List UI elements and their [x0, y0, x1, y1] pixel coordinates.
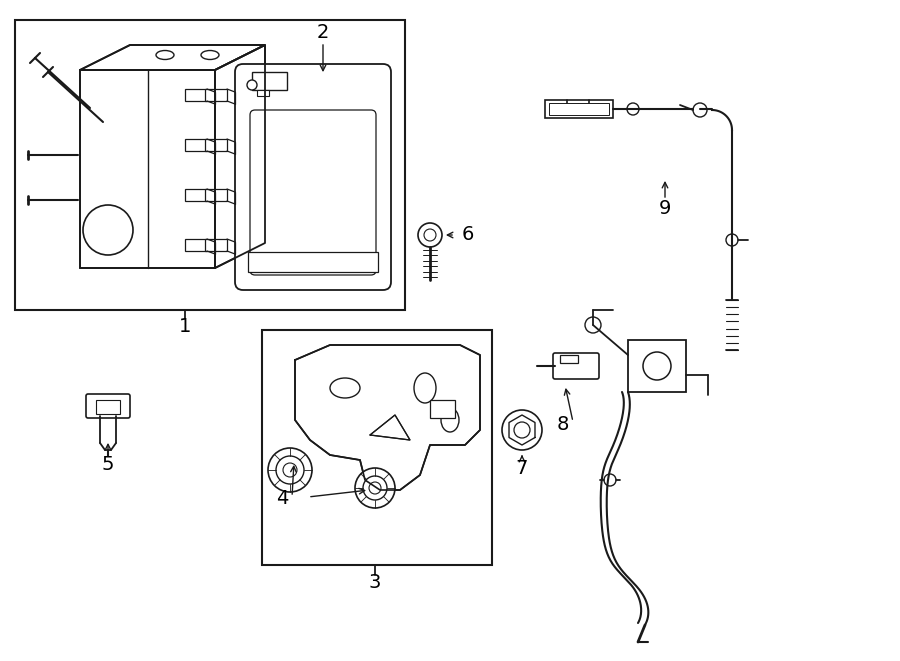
Bar	[185, 189, 207, 201]
Polygon shape	[215, 45, 265, 268]
Ellipse shape	[441, 408, 459, 432]
Text: 6: 6	[462, 225, 474, 245]
Bar	[560, 355, 578, 363]
Text: 1: 1	[179, 317, 191, 336]
Bar	[185, 239, 207, 251]
FancyBboxPatch shape	[86, 394, 130, 418]
FancyBboxPatch shape	[553, 353, 599, 379]
Circle shape	[355, 468, 395, 508]
Polygon shape	[295, 345, 480, 490]
Polygon shape	[370, 415, 410, 440]
FancyBboxPatch shape	[545, 100, 613, 118]
Ellipse shape	[330, 378, 360, 398]
FancyBboxPatch shape	[250, 110, 376, 275]
Circle shape	[693, 103, 707, 117]
Text: 8: 8	[557, 416, 569, 434]
Circle shape	[726, 234, 738, 246]
Bar	[257, 90, 269, 96]
Ellipse shape	[414, 373, 436, 403]
Bar	[15, 20, 405, 310]
Circle shape	[604, 474, 616, 486]
Circle shape	[418, 223, 442, 247]
Bar	[430, 400, 455, 418]
Circle shape	[283, 463, 297, 477]
Bar	[549, 103, 609, 115]
Polygon shape	[80, 45, 265, 70]
Circle shape	[643, 352, 671, 380]
Bar	[205, 139, 227, 151]
Ellipse shape	[201, 50, 219, 59]
Text: 7: 7	[516, 459, 528, 477]
Text: 4: 4	[275, 488, 288, 508]
Polygon shape	[80, 70, 215, 268]
Circle shape	[247, 80, 257, 90]
Bar	[205, 189, 227, 201]
Circle shape	[502, 410, 542, 450]
Bar	[248, 252, 378, 272]
Circle shape	[276, 456, 304, 484]
Bar	[205, 239, 227, 251]
Circle shape	[83, 205, 133, 255]
FancyBboxPatch shape	[235, 64, 391, 290]
Circle shape	[363, 476, 387, 500]
Bar	[252, 72, 287, 90]
Circle shape	[268, 448, 312, 492]
Text: 3: 3	[369, 572, 382, 592]
Circle shape	[627, 103, 639, 115]
Bar	[185, 89, 207, 101]
Text: 5: 5	[102, 455, 114, 475]
Circle shape	[369, 482, 381, 494]
Circle shape	[585, 317, 601, 333]
Bar	[185, 139, 207, 151]
Bar	[96, 400, 120, 414]
Text: 2: 2	[317, 22, 329, 42]
Circle shape	[424, 229, 436, 241]
Bar	[262, 330, 492, 565]
Ellipse shape	[156, 50, 174, 59]
Bar	[205, 89, 227, 101]
Bar	[628, 340, 686, 392]
Circle shape	[514, 422, 530, 438]
Text: 9: 9	[659, 198, 671, 217]
